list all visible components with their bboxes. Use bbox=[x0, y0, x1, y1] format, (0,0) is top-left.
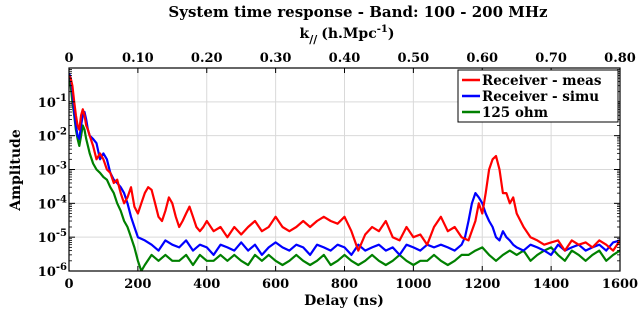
x-tick-label: 1000 bbox=[395, 277, 431, 292]
x-tick-label: 200 bbox=[124, 277, 151, 292]
x-tick-label: 1400 bbox=[533, 277, 569, 292]
y-tick-label: 10-1 bbox=[38, 93, 67, 111]
top-axis-label-unit: (h.Mpc bbox=[321, 26, 377, 42]
top-tick-label: 0.10 bbox=[122, 51, 154, 66]
top-tick-label: 0.80 bbox=[604, 51, 636, 66]
legend-label-1: Receiver - simu bbox=[482, 89, 599, 105]
top-axis-label-exp: -1 bbox=[377, 24, 388, 35]
y-tick-label: 10-4 bbox=[38, 194, 67, 212]
x-tick-label: 400 bbox=[193, 277, 220, 292]
y-tick-label: 10-6 bbox=[38, 262, 67, 280]
top-axis-label: k//(h.Mpc-1) bbox=[300, 24, 395, 46]
x-tick-label: 800 bbox=[331, 277, 358, 292]
legend-box bbox=[457, 69, 619, 123]
y-tick-label: 10-5 bbox=[38, 228, 67, 246]
series-line-2 bbox=[69, 77, 620, 271]
top-tick-label: 0.30 bbox=[260, 51, 292, 66]
top-axis-label-sub: // bbox=[309, 33, 318, 46]
x-tick-label: 600 bbox=[262, 277, 289, 292]
x-axis-label: Delay (ns) bbox=[304, 293, 384, 309]
top-axis-label-close: ) bbox=[388, 26, 395, 42]
top-tick-label: 0.20 bbox=[191, 51, 223, 66]
ticks-layer: 0 200 400 600 800 1000 1200 1400 1600 0 0.10 0.20 0.… bbox=[38, 51, 638, 292]
top-tick-label: 0.70 bbox=[535, 51, 567, 66]
top-tick-label: 0.60 bbox=[466, 51, 498, 66]
top-tick-label: 0 bbox=[64, 51, 73, 66]
series-line-0 bbox=[69, 74, 620, 252]
chart-title: System time response - Band: 100 - 200 M… bbox=[168, 3, 548, 21]
x-tick-label: 1200 bbox=[464, 277, 500, 292]
y-axis-label: Amplitude bbox=[8, 129, 24, 212]
legend-label-2: 125 ohm bbox=[482, 105, 548, 121]
top-tick-label: 0.40 bbox=[329, 51, 361, 66]
legend-label-0: Receiver - meas bbox=[482, 73, 602, 89]
x-tick-label: 1600 bbox=[602, 277, 638, 292]
y-tick-label: 10-3 bbox=[38, 161, 67, 179]
y-tick-label: 10-2 bbox=[38, 127, 67, 145]
series-line-1 bbox=[69, 72, 620, 256]
top-tick-label: 0.50 bbox=[398, 51, 430, 66]
series-layer bbox=[69, 72, 620, 271]
top-axis-label-main: k bbox=[300, 26, 310, 42]
x-tick-label: 0 bbox=[64, 277, 73, 292]
